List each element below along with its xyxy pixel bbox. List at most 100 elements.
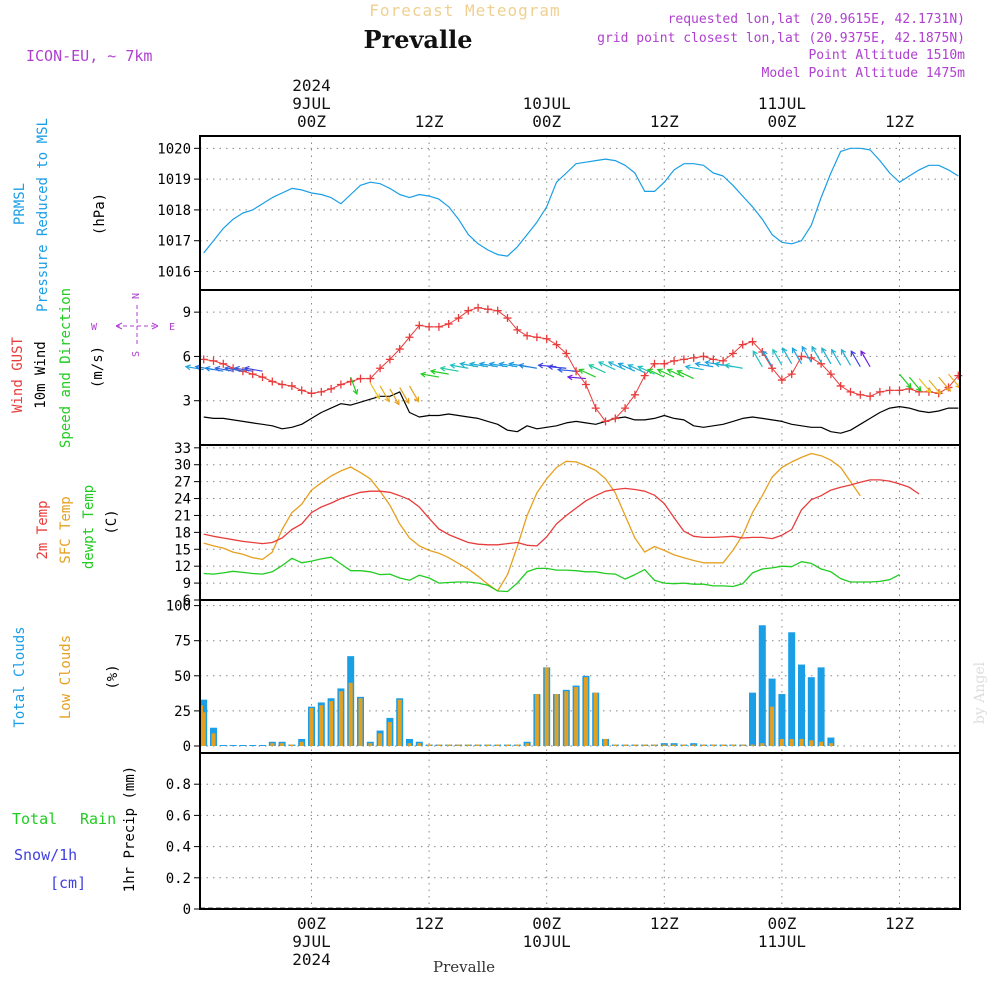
wind-arrow-shaft [499, 363, 518, 368]
wind-arrow-shaft [479, 363, 498, 368]
gust-marker [474, 303, 483, 312]
gust-marker [777, 376, 786, 385]
wind-arrow-head [566, 374, 573, 381]
gust-marker [268, 377, 277, 386]
low-cloud-bar [789, 738, 794, 746]
wind-arrow [537, 362, 557, 369]
clouds-tick-label: 50 [174, 669, 191, 685]
wind-arrow-head [194, 364, 201, 371]
low-cloud-bar [593, 692, 598, 746]
gust-marker [621, 404, 630, 413]
wind-arrow-head [860, 350, 866, 357]
wind-arrow-shaft [519, 364, 538, 369]
wind-arrow-shaft [244, 367, 263, 372]
precip-tick-label: 0.4 [166, 840, 191, 856]
gust-line [203, 307, 959, 422]
wind-arrow [478, 361, 498, 368]
gust-marker [797, 352, 806, 361]
precip-tick-label: 0.6 [166, 808, 191, 824]
gust-marker [336, 380, 345, 389]
wind-arrow-head [637, 365, 644, 371]
wind-arrow-shaft [908, 376, 922, 392]
precip-frame [199, 752, 961, 910]
wind-arrow-shaft [860, 350, 871, 368]
time-label: 12Z [650, 914, 679, 933]
wind-arrow-head [508, 361, 515, 368]
wind-arrow-head [459, 361, 466, 368]
time-label: 12Z [415, 112, 444, 131]
wind-arrow [459, 361, 479, 368]
wind-arrow-shaft [579, 368, 596, 378]
wind-arrow-head [517, 362, 525, 369]
low-cloud-bar [338, 691, 343, 746]
precip-tick-label: 0.2 [166, 871, 191, 887]
clouds-tick-label: 25 [174, 704, 191, 720]
wind-arrow [399, 387, 410, 405]
model-altitude: Model Point Altitude 1475m [762, 66, 966, 81]
temp-tick-label: 30 [174, 458, 191, 474]
time-label: 12Z [650, 112, 679, 131]
wind-arrow-head [429, 368, 436, 375]
low-cloud-bar [387, 722, 392, 746]
gust-marker [640, 371, 649, 380]
compass-n: N [131, 293, 142, 299]
low-cloud-bar [200, 705, 203, 746]
wind-arrow [821, 347, 832, 365]
low-cloud-bar [701, 744, 706, 746]
wind-arrow [938, 376, 952, 392]
time-label: 00Z [767, 914, 796, 933]
gust-marker [297, 386, 306, 395]
wind-arrow-head [233, 365, 240, 372]
time-label: 12Z [415, 914, 444, 933]
wind-arrow-shaft [489, 363, 508, 368]
gust-marker [513, 325, 522, 334]
low-cloud-bar [544, 667, 549, 746]
wind-arrow-shaft [772, 349, 783, 366]
pressure-name-label: PRMSL [12, 183, 28, 225]
wind-arrow-head [791, 347, 798, 354]
gridpoint-coords: grid point closest lon,lat (20.9375E, 42… [597, 31, 965, 46]
total-cloud-bar [788, 632, 796, 746]
wind-tick-label: 6 [183, 349, 191, 365]
low-cloud-bar [456, 744, 461, 746]
low-cloud-bar [809, 740, 814, 746]
wind-arrow-head [537, 362, 544, 369]
dewpt-label: dewpt Temp [81, 485, 97, 569]
wind-arrow-shaft [928, 379, 941, 395]
wind-arrow [233, 365, 253, 372]
low-cloud-bar [740, 744, 745, 746]
low-cloud-bar [534, 694, 539, 746]
wind-arrow [811, 345, 822, 363]
low-cloud-bar [436, 744, 441, 746]
wind-arrow-shaft [608, 361, 626, 371]
wind-arrow-head [498, 361, 505, 368]
temp-tick-label: 24 [174, 492, 191, 508]
wind-arrow-shaft [567, 376, 586, 380]
wind-arrow [204, 365, 224, 372]
low-cloud-bar [564, 691, 569, 746]
wind-arrow-head [413, 396, 420, 403]
time-label: 2024 [292, 76, 331, 95]
time-label: 11JUL [758, 94, 806, 113]
wind-arrow-shaft [637, 365, 655, 375]
time-label: 2024 [292, 950, 331, 969]
gust-marker [317, 387, 326, 396]
wind-arrow-head [772, 348, 778, 355]
low-cloud-bar [779, 738, 784, 746]
wind-arrow [597, 361, 616, 371]
pressure-tick-label: 1018 [157, 203, 191, 219]
wind-arrow-shaft [379, 385, 390, 402]
wind-arrow [419, 371, 440, 378]
low-cloud-bar [525, 743, 530, 746]
wind-arrow-head [419, 371, 427, 378]
low-cloud-bar [309, 708, 314, 746]
low-cloud-bar [691, 744, 696, 746]
wind-arrow-shaft [782, 347, 793, 365]
temp-tick-label: 6 [183, 593, 191, 609]
low-cloud-bar [652, 744, 657, 746]
gust-marker [787, 370, 796, 379]
total-cloud-bar [749, 692, 756, 746]
gust-marker [542, 334, 551, 343]
wind-arrow-shaft [440, 367, 459, 372]
wind-arrow [408, 385, 420, 403]
